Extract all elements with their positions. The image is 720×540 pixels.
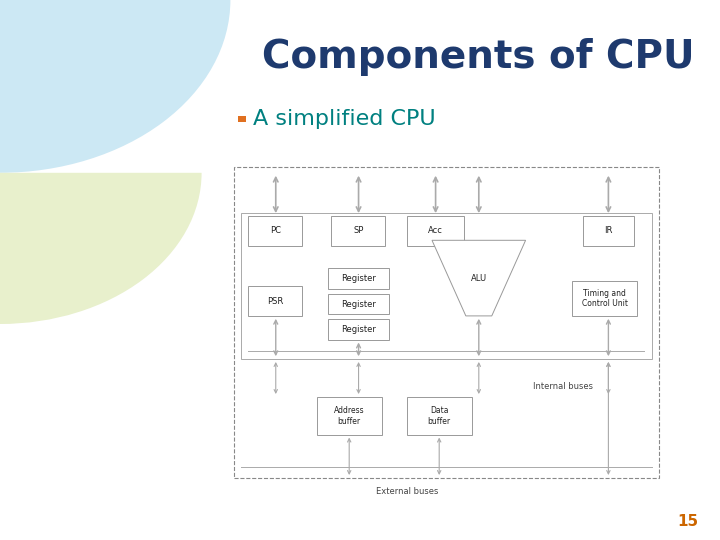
Bar xyxy=(331,216,385,246)
Text: Register: Register xyxy=(341,325,376,334)
Text: External buses: External buses xyxy=(376,487,438,496)
Text: Acc: Acc xyxy=(428,226,443,235)
Bar xyxy=(234,167,659,478)
Text: PC: PC xyxy=(270,226,281,235)
Bar xyxy=(583,216,634,246)
Bar xyxy=(572,281,637,316)
Text: PSR: PSR xyxy=(267,296,284,306)
Bar xyxy=(328,319,389,340)
Text: ALU: ALU xyxy=(471,274,487,282)
Text: Timing and
Control Unit: Timing and Control Unit xyxy=(582,289,628,308)
Text: SP: SP xyxy=(353,226,364,235)
Bar xyxy=(238,116,246,122)
Bar xyxy=(407,216,464,246)
Text: IR: IR xyxy=(604,226,613,235)
Bar xyxy=(328,268,389,289)
Text: Internal buses: Internal buses xyxy=(533,382,593,390)
Text: A simplified CPU: A simplified CPU xyxy=(253,109,436,129)
Text: 15: 15 xyxy=(678,514,698,529)
Bar xyxy=(241,213,652,359)
Bar xyxy=(328,294,389,314)
Text: Data
buffer: Data buffer xyxy=(428,406,451,426)
Bar xyxy=(248,216,302,246)
Bar xyxy=(407,397,472,435)
Text: Register: Register xyxy=(341,300,376,308)
Wedge shape xyxy=(0,0,230,173)
Wedge shape xyxy=(0,173,202,324)
Bar xyxy=(317,397,382,435)
Polygon shape xyxy=(432,240,526,316)
Bar xyxy=(248,286,302,316)
Text: Register: Register xyxy=(341,274,376,283)
Text: Components of CPU: Components of CPU xyxy=(262,38,695,76)
Text: Address
buffer: Address buffer xyxy=(334,406,364,426)
